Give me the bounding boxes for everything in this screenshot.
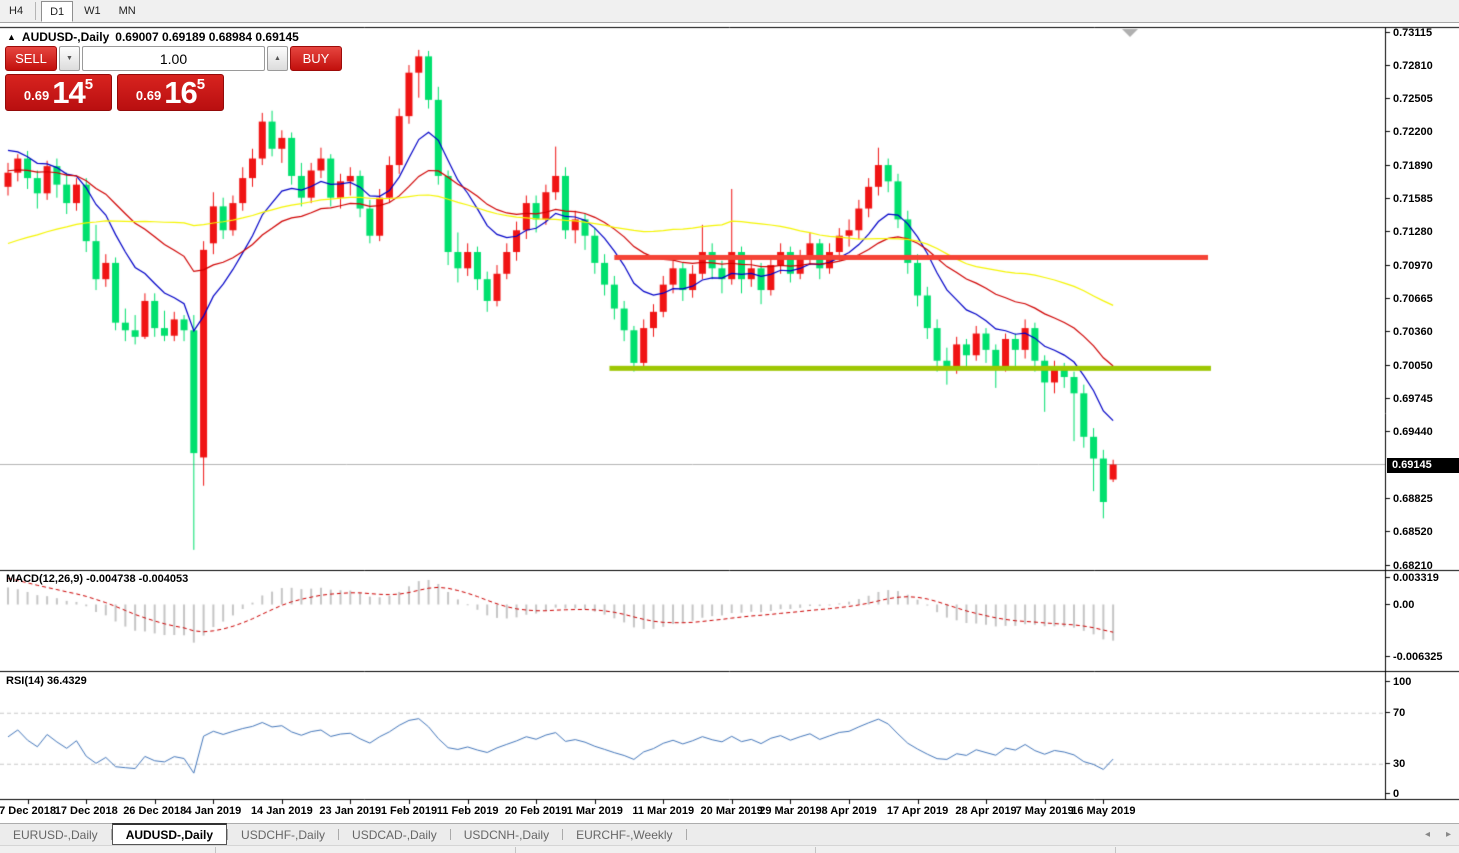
rsi-tick: 30	[1393, 757, 1406, 770]
tab-scroll-left-button[interactable]: ◂	[1424, 829, 1430, 840]
tab-separator	[110, 829, 112, 840]
symbol-tab-usdcad[interactable]: USDCAD-,Daily	[352, 827, 437, 842]
date-label: 20 Mar 2019	[700, 805, 763, 817]
buy-button[interactable]: BUY	[290, 46, 342, 71]
ask-price-pipette: 5	[196, 76, 206, 93]
date-label: 20 Feb 2019	[504, 805, 568, 817]
macd-label: MACD(12,26,9) -0.004738 -0.004053	[6, 573, 189, 585]
date-label: 7 Dec 2018	[0, 805, 56, 817]
price-tick: 0.71890	[1393, 160, 1433, 173]
status-divider	[215, 847, 216, 853]
macd-tick: -0.006325	[1393, 650, 1443, 663]
date-label: 26 Dec 2018	[123, 805, 187, 817]
tab-separator	[685, 829, 687, 840]
price-tick: 0.69745	[1393, 393, 1433, 406]
date-label: 7 May 2019	[1015, 805, 1074, 817]
date-label: 11 Feb 2019	[436, 805, 499, 817]
tab-separator	[562, 829, 564, 840]
volume-input[interactable]	[82, 46, 265, 71]
status-bar	[0, 845, 1459, 853]
symbol-tab-eurchf[interactable]: EURCHF-,Weekly	[576, 827, 673, 842]
symbol-tab-usdcnh[interactable]: USDCNH-,Daily	[463, 827, 550, 842]
symbol-tab-eurusd[interactable]: EURUSD-,Daily	[13, 827, 98, 842]
price-tick: 0.70050	[1393, 360, 1433, 373]
price-tick: 0.70970	[1393, 260, 1433, 273]
bid-price-pipette: 5	[84, 76, 94, 93]
volume-down-button[interactable]: ▼	[59, 46, 80, 71]
rsi-tick: 70	[1393, 706, 1406, 719]
chart-symbol-period: AUDUSD-,Daily	[21, 30, 110, 44]
date-label: 8 Apr 2019	[821, 805, 877, 817]
chart-title: ▲ AUDUSD-,Daily 0.69007 0.69189 0.68984 …	[7, 30, 299, 44]
date-label: 14 Jan 2019	[250, 805, 313, 817]
date-label: 16 May 2019	[1071, 805, 1136, 817]
ask-price-main: 16	[164, 75, 197, 110]
ask-price-display[interactable]: 0.69 16 5	[117, 74, 224, 111]
sell-button[interactable]: SELL	[5, 46, 57, 71]
status-divider	[815, 847, 816, 853]
price-tick: 0.69440	[1393, 426, 1433, 439]
price-tick: 0.70360	[1393, 326, 1433, 339]
chevron-down-icon: ▼	[66, 55, 73, 62]
price-tick: 0.68210	[1393, 560, 1433, 573]
price-tick: 0.68825	[1393, 493, 1433, 506]
symbol-tab-usdchf[interactable]: USDCHF-,Daily	[241, 827, 326, 842]
symbol-tabbar: EURUSD-,Daily AUDUSD-,Daily USDCHF-,Daily U…	[0, 823, 1459, 845]
macd-tick: 0.003319	[1393, 572, 1439, 584]
bid-price-main: 14	[52, 75, 85, 110]
rsi-tick: 0	[1393, 788, 1400, 800]
bid-price-display[interactable]: 0.69 14 5	[5, 74, 112, 111]
status-divider	[1115, 847, 1116, 853]
volume-up-button[interactable]: ▲	[267, 46, 288, 71]
price-tick: 0.72810	[1393, 60, 1433, 73]
current-price-tag: 0.69145	[1387, 457, 1459, 473]
tab-separator	[338, 829, 340, 840]
price-tick: 0.72505	[1393, 93, 1433, 106]
date-label: 17 Dec 2018	[54, 805, 118, 817]
price-tick: 0.72200	[1393, 126, 1433, 139]
price-tick: 0.73115	[1393, 27, 1433, 39]
date-label: 17 Apr 2019	[886, 805, 949, 817]
ask-price-prefix: 0.69	[135, 88, 162, 103]
rsi-tick: 100	[1393, 676, 1412, 688]
bid-price-prefix: 0.69	[23, 88, 50, 103]
date-label: 1 Mar 2019	[566, 805, 623, 817]
date-label: 28 Apr 2019	[955, 805, 1017, 817]
price-tick: 0.68520	[1393, 526, 1433, 539]
price-tick: 0.71280	[1393, 226, 1433, 239]
tab-scroll-right-button[interactable]: ▸	[1445, 829, 1451, 840]
macd-tick: 0.00	[1393, 598, 1415, 611]
chevron-up-icon: ▲	[274, 55, 281, 62]
chart-ohlc-values: 0.69007 0.69189 0.68984 0.69145	[115, 30, 299, 44]
date-label: 29 Mar 2019	[759, 805, 822, 817]
date-label: 11 Mar 2019	[632, 805, 695, 817]
date-label: 1 Feb 2019	[380, 805, 438, 817]
status-divider	[515, 847, 516, 853]
symbol-tab-audusd[interactable]: AUDUSD-,Daily	[111, 823, 228, 845]
tab-separator	[449, 829, 451, 840]
one-click-toggle-icon[interactable]: ▲	[7, 32, 16, 42]
price-tick: 0.71585	[1393, 193, 1433, 206]
rsi-label: RSI(14) 36.4329	[6, 675, 87, 687]
one-click-trading-panel: SELL ▼ ▲ BUY 0.69 14 5 0.69 16 5	[5, 46, 342, 111]
date-label: 23 Jan 2019	[319, 805, 382, 817]
date-label: 4 Jan 2019	[185, 805, 242, 817]
price-tick: 0.70665	[1393, 293, 1433, 306]
tab-separator	[227, 829, 229, 840]
